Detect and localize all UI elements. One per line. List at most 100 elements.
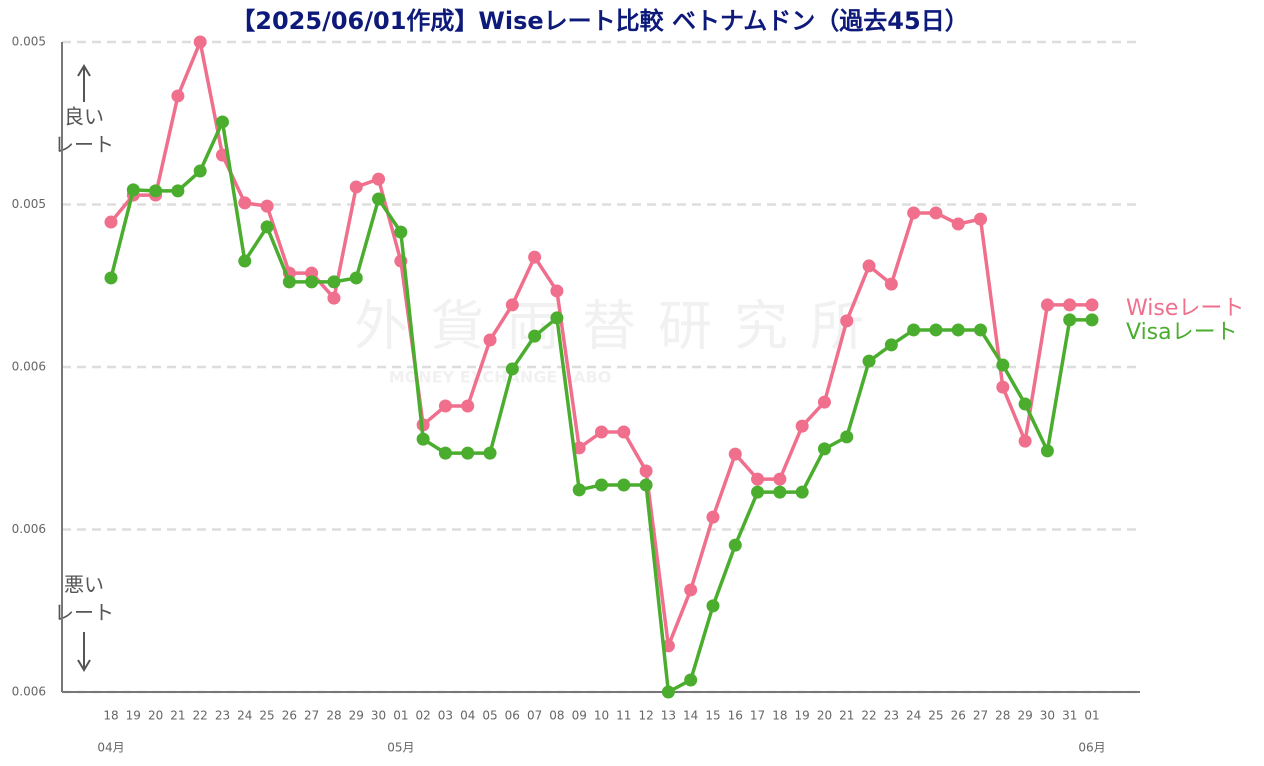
data-point (126, 183, 140, 197)
data-point (238, 254, 252, 268)
data-point (817, 395, 831, 409)
x-tick-label: 25 (259, 709, 274, 723)
data-point (550, 311, 564, 325)
data-point (862, 354, 876, 368)
data-point (149, 184, 163, 198)
data-point (572, 483, 586, 497)
data-point (840, 314, 854, 328)
data-point (795, 419, 809, 433)
data-point (751, 472, 765, 486)
x-tick-label: 28 (326, 709, 341, 723)
data-point (773, 472, 787, 486)
data-point (639, 464, 653, 478)
data-point (438, 446, 452, 460)
data-point (483, 446, 497, 460)
data-point (528, 250, 542, 264)
x-tick-label: 23 (884, 709, 899, 723)
y-tick-label: 0.005 (12, 197, 46, 211)
x-tick-label: 27 (304, 709, 319, 723)
data-point (327, 275, 341, 289)
data-point (639, 478, 653, 492)
data-point (996, 380, 1010, 394)
data-point (1040, 298, 1054, 312)
data-point (907, 206, 921, 220)
x-tick-label: 19 (795, 709, 810, 723)
x-tick-label: 10 (594, 709, 609, 723)
data-point (595, 425, 608, 439)
data-point (327, 291, 341, 305)
x-tick-label: 30 (1040, 709, 1055, 723)
x-month-label: 04月 (97, 741, 124, 755)
x-tick-label: 03 (438, 709, 453, 723)
data-point (305, 275, 319, 289)
x-tick-label: 15 (705, 709, 720, 723)
x-tick-label: 26 (951, 709, 966, 723)
x-tick-label: 29 (1017, 709, 1032, 723)
x-tick-label: 12 (638, 709, 653, 723)
annotation: 良い (64, 105, 104, 129)
x-tick-label: 14 (683, 709, 698, 723)
x-tick-label: 20 (817, 709, 832, 723)
x-tick-label: 21 (170, 709, 185, 723)
data-point (684, 673, 698, 687)
x-tick-label: 05 (482, 709, 497, 723)
x-tick-label: 22 (193, 709, 208, 723)
data-point (884, 277, 898, 291)
x-tick-label: 27 (973, 709, 988, 723)
data-point (193, 164, 207, 178)
x-tick-label: 09 (572, 709, 587, 723)
legend-label: Visaレート (1126, 320, 1238, 345)
x-tick-label: 13 (661, 709, 676, 723)
data-point (684, 583, 698, 597)
data-point (951, 323, 965, 337)
x-tick-label: 22 (861, 709, 876, 723)
x-tick-label: 30 (371, 709, 386, 723)
data-point (907, 323, 921, 337)
data-point (1040, 444, 1054, 458)
data-point (505, 362, 519, 376)
data-point (1063, 298, 1077, 312)
y-tick-label: 0.006 (12, 685, 46, 699)
data-point (238, 196, 252, 210)
data-point (884, 338, 898, 352)
chart-title: 【2025/06/01作成】Wiseレート比較 ベトナムドン（過去45日） (231, 7, 968, 35)
data-point (817, 442, 831, 456)
data-point (706, 510, 720, 524)
data-point (1018, 434, 1032, 448)
data-point (215, 115, 229, 129)
x-tick-label: 02 (415, 709, 430, 723)
arrow-head (77, 64, 91, 77)
data-point (595, 478, 608, 492)
x-tick-label: 16 (728, 709, 743, 723)
data-point (572, 441, 586, 455)
data-point (728, 447, 742, 461)
annotation: レート (54, 601, 114, 625)
data-point (862, 259, 876, 273)
data-point (795, 485, 809, 499)
data-point (751, 485, 765, 499)
data-point (929, 206, 943, 220)
y-tick-label: 0.006 (12, 522, 46, 536)
data-point (1085, 313, 1099, 327)
x-tick-label: 04 (460, 709, 475, 723)
data-point (706, 599, 720, 613)
data-point (1018, 397, 1032, 411)
data-point (617, 478, 631, 492)
data-point (349, 180, 363, 194)
x-month-label: 06月 (1078, 741, 1105, 755)
x-tick-label: 18 (772, 709, 787, 723)
watermark-subtext: MONEY EXCHANGE LABO (389, 368, 612, 387)
x-tick-label: 01 (393, 709, 408, 723)
data-point (104, 271, 118, 285)
x-tick-label: 08 (549, 709, 564, 723)
data-point (550, 284, 564, 298)
legend-label: Wiseレート (1126, 296, 1244, 321)
y-tick-label: 0.005 (12, 35, 46, 49)
data-point (483, 333, 497, 347)
data-point (1085, 298, 1099, 312)
x-tick-label: 21 (839, 709, 854, 723)
data-point (260, 199, 274, 213)
x-tick-label: 31 (1062, 709, 1077, 723)
